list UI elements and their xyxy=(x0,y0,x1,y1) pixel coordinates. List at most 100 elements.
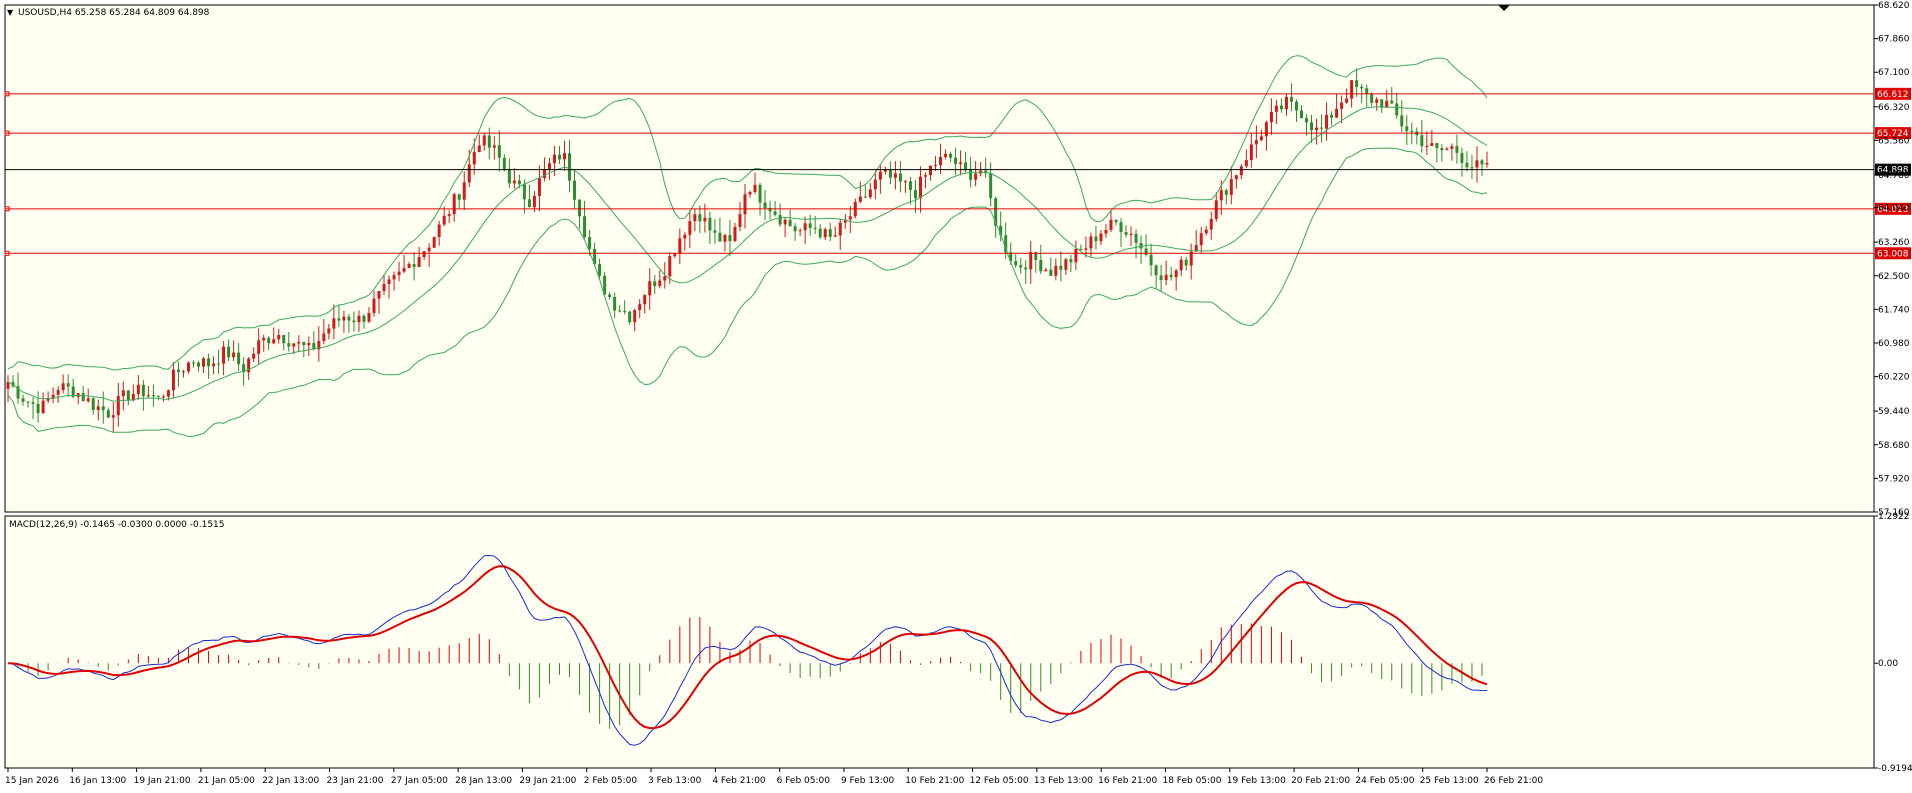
time-tick-label: 24 Feb 05:00 xyxy=(1355,776,1414,786)
candle-body xyxy=(192,362,196,364)
time-tick-label: 21 Jan 05:00 xyxy=(198,776,255,786)
candle-body xyxy=(773,211,777,215)
time-tick-label: 26 Feb 21:00 xyxy=(1484,776,1543,786)
candle-body xyxy=(312,343,316,350)
time-tick-label: 20 Feb 21:00 xyxy=(1291,776,1350,786)
candle-body xyxy=(918,176,922,199)
candle-body xyxy=(537,178,541,196)
macd-title: MACD(12,26,9) -0.1465 -0.0300 0.0000 -0.… xyxy=(9,520,225,530)
candle-body xyxy=(1355,80,1359,87)
candle-body xyxy=(156,395,160,397)
level-anchor-icon xyxy=(4,91,10,97)
bollinger-lower xyxy=(7,147,1488,438)
price-tick-label: 64.780 xyxy=(1878,171,1910,181)
candle-body xyxy=(1480,160,1484,165)
candle-body xyxy=(969,170,973,180)
candle-body xyxy=(1074,249,1078,263)
candle-body xyxy=(81,393,85,402)
candle-body xyxy=(713,230,717,233)
candle-body xyxy=(347,316,351,321)
candle-body xyxy=(442,215,446,225)
macd-panel[interactable] xyxy=(4,515,1875,769)
candle-body xyxy=(954,157,958,164)
candle-body xyxy=(1435,143,1439,149)
candle-body xyxy=(392,275,396,280)
candle-body xyxy=(377,291,381,299)
bollinger-upper xyxy=(7,55,1488,371)
candle-body xyxy=(838,222,842,236)
time-tick-label: 18 Feb 05:00 xyxy=(1162,776,1221,786)
time-tick-label: 9 Feb 13:00 xyxy=(841,776,895,786)
candle-body xyxy=(71,386,75,397)
candle-body xyxy=(1360,86,1364,89)
price-tick-label: 60.220 xyxy=(1878,373,1910,383)
candle-body xyxy=(1199,233,1203,246)
candle-body xyxy=(372,298,376,313)
candle-body xyxy=(207,358,211,367)
candle-body xyxy=(1289,96,1293,102)
candle-body xyxy=(257,340,261,354)
candle-body xyxy=(131,394,135,401)
level-anchor-icon xyxy=(4,250,10,256)
candle-body xyxy=(1460,152,1464,163)
candle-body xyxy=(247,358,251,373)
candle-body xyxy=(573,180,577,200)
candle-body xyxy=(212,363,216,367)
candle-body xyxy=(437,224,441,237)
candle-body xyxy=(683,234,687,239)
candle-body xyxy=(21,398,25,402)
time-tick-label: 16 Jan 13:00 xyxy=(69,776,126,786)
candle-body xyxy=(598,264,602,276)
price-tick-label: 67.100 xyxy=(1878,68,1910,78)
candle-body xyxy=(447,214,451,216)
candle-body xyxy=(1259,136,1263,141)
time-tick-label: 16 Feb 21:00 xyxy=(1098,776,1157,786)
candle-body xyxy=(1274,105,1278,112)
candle-body xyxy=(502,157,506,169)
price-levels: 66.612 65.724 64.013 63.008 64.898 xyxy=(4,87,1911,260)
candle-body xyxy=(1430,143,1434,146)
collapse-triangle-icon[interactable]: ▼ xyxy=(7,8,14,17)
candle-body xyxy=(1019,265,1023,268)
macd-tick-label: 1.2922 xyxy=(1878,512,1910,522)
candle-body xyxy=(788,219,792,227)
candle-body xyxy=(477,145,481,153)
candle-body xyxy=(593,248,597,265)
candle-body xyxy=(1124,232,1128,235)
candle-body xyxy=(603,275,607,295)
candle-body xyxy=(663,276,667,281)
candle-body xyxy=(1224,190,1228,195)
candle-body xyxy=(1169,274,1173,278)
candle-body xyxy=(287,343,291,347)
candle-body xyxy=(1184,259,1188,266)
candle-body xyxy=(1365,88,1369,94)
candle-body xyxy=(1279,105,1283,110)
candle-body xyxy=(1350,80,1354,99)
chart-shift-marker-icon[interactable] xyxy=(1498,5,1510,11)
price-tick-label: 59.440 xyxy=(1878,407,1910,417)
candle-body xyxy=(497,145,501,158)
price-panel[interactable] xyxy=(4,4,1875,513)
candle-body xyxy=(728,235,732,242)
time-tick-label: 28 Jan 13:00 xyxy=(455,776,512,786)
time-tick-label: 19 Jan 21:00 xyxy=(134,776,191,786)
candle-body xyxy=(743,194,747,215)
candle-body xyxy=(843,219,847,223)
candle-body xyxy=(332,318,336,329)
macd-layer xyxy=(7,554,1488,746)
candle-body xyxy=(793,226,797,232)
candle-body xyxy=(517,180,521,185)
candle-body xyxy=(934,165,938,167)
macd-axis: 1.2922 0.00 -0.9194 xyxy=(1874,512,1912,774)
time-tick-label: 22 Jan 13:00 xyxy=(262,776,319,786)
candle-body xyxy=(944,153,948,157)
candle-body xyxy=(522,184,526,200)
candle-body xyxy=(1059,265,1063,270)
candle-body xyxy=(1239,166,1243,176)
candle-body xyxy=(818,228,822,238)
candle-body xyxy=(618,310,622,312)
candle-body xyxy=(1089,236,1093,249)
candle-body xyxy=(337,318,341,321)
